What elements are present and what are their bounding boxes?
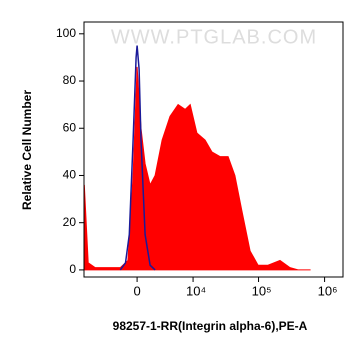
y-tick-label: 20: [63, 215, 77, 229]
x-tick-label: 0: [133, 283, 140, 298]
histogram-line: [119, 45, 156, 271]
y-tick-label: 100: [56, 26, 76, 40]
x-tick-label: 10⁴: [186, 283, 206, 298]
y-tick-label: 40: [63, 168, 77, 182]
histogram-area: [83, 66, 311, 271]
x-axis-label: 98257-1-RR(Integrin alpha-6),PE-A: [113, 319, 308, 333]
plot-frame: [83, 21, 344, 278]
watermark: WWW.PTGLAB.COM: [111, 26, 317, 48]
y-axis-label: Relative Cell Number: [20, 90, 34, 210]
x-tick-label: 10⁶: [318, 283, 338, 298]
x-tick-label: 10⁵: [252, 283, 272, 298]
y-tick-label: 80: [63, 73, 77, 87]
y-tick-label: 0: [69, 262, 76, 276]
y-tick-label: 60: [63, 120, 77, 134]
